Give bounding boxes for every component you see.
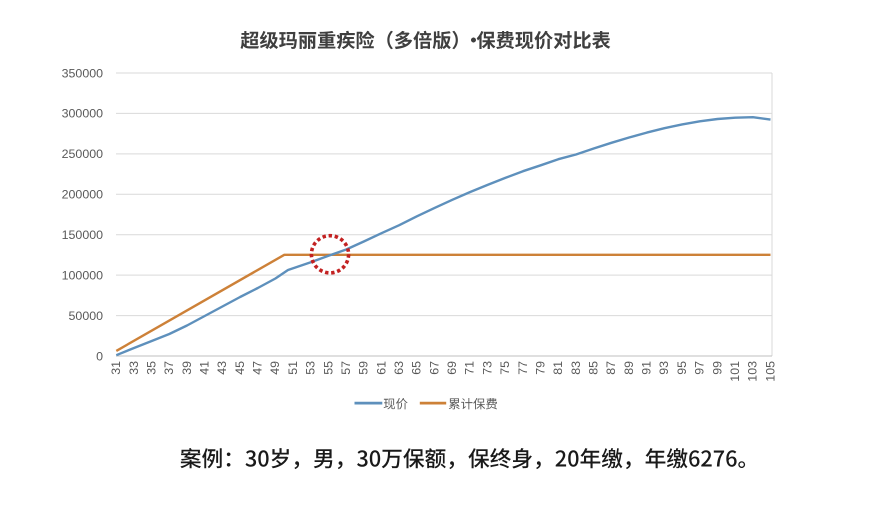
- svg-text:101: 101: [728, 361, 742, 382]
- svg-text:300000: 300000: [62, 107, 103, 121]
- svg-text:35: 35: [145, 361, 159, 375]
- svg-text:65: 65: [410, 361, 424, 375]
- svg-text:350000: 350000: [62, 66, 103, 80]
- svg-text:81: 81: [551, 361, 565, 375]
- svg-text:51: 51: [286, 361, 300, 375]
- svg-text:45: 45: [233, 361, 247, 375]
- svg-text:103: 103: [746, 361, 760, 382]
- svg-text:250000: 250000: [62, 147, 103, 161]
- svg-text:39: 39: [180, 361, 194, 375]
- svg-text:85: 85: [587, 361, 601, 375]
- svg-text:95: 95: [675, 361, 689, 375]
- svg-text:97: 97: [693, 361, 707, 375]
- svg-text:99: 99: [710, 361, 724, 375]
- svg-text:100000: 100000: [62, 268, 103, 282]
- svg-text:91: 91: [640, 361, 654, 375]
- svg-text:63: 63: [392, 361, 406, 375]
- svg-text:49: 49: [268, 361, 282, 375]
- svg-text:89: 89: [622, 361, 636, 375]
- svg-text:83: 83: [569, 361, 583, 375]
- svg-text:43: 43: [215, 361, 229, 375]
- svg-text:55: 55: [321, 361, 335, 375]
- svg-text:73: 73: [480, 361, 494, 375]
- svg-text:71: 71: [463, 361, 477, 375]
- svg-text:31: 31: [109, 361, 123, 375]
- svg-text:77: 77: [516, 361, 530, 375]
- svg-text:0: 0: [96, 349, 103, 363]
- svg-text:61: 61: [374, 361, 388, 375]
- svg-text:47: 47: [251, 361, 265, 375]
- svg-text:93: 93: [657, 361, 671, 375]
- svg-text:41: 41: [198, 361, 212, 375]
- svg-text:75: 75: [498, 361, 512, 375]
- svg-text:200000: 200000: [62, 188, 103, 202]
- svg-text:59: 59: [357, 361, 371, 375]
- svg-text:57: 57: [339, 361, 353, 375]
- svg-text:150000: 150000: [62, 228, 103, 242]
- svg-text:50000: 50000: [69, 309, 104, 323]
- svg-text:87: 87: [604, 361, 618, 375]
- svg-text:33: 33: [127, 361, 141, 375]
- svg-text:69: 69: [445, 361, 459, 375]
- svg-text:79: 79: [534, 361, 548, 375]
- svg-text:37: 37: [162, 361, 176, 375]
- svg-text:67: 67: [427, 361, 441, 375]
- svg-text:53: 53: [304, 361, 318, 375]
- svg-text:105: 105: [763, 361, 777, 382]
